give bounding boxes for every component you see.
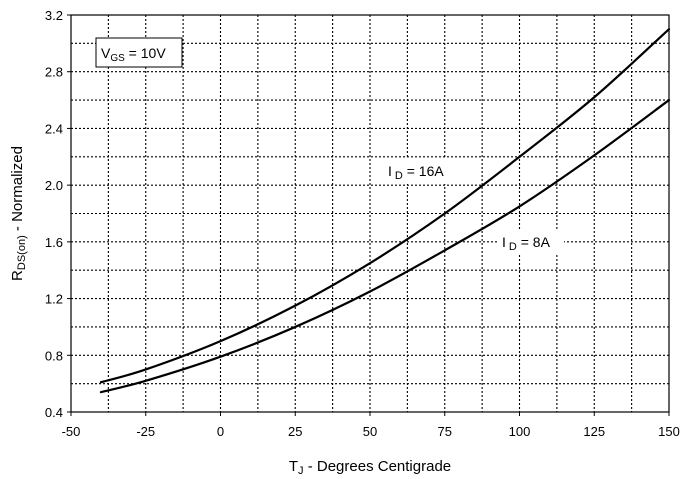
x-tick-label: -25 [136,424,155,439]
y-tick-label: 2.0 [45,178,63,193]
x-tick-label: 0 [217,424,224,439]
x-tick-label: 50 [363,424,377,439]
series-line-8a [99,98,671,394]
condition-label-box: VGS = 10V [95,37,183,68]
condition-label-sub: GS [110,53,125,64]
x-tick-label: 25 [288,424,302,439]
x-tick-label: 75 [438,424,452,439]
y-tick-label: 2.8 [45,65,63,80]
series-label-16a-main: I [388,163,392,179]
x-axis-title-sub: J [298,465,304,477]
y-tick-label: 1.6 [45,235,63,250]
series-label-16a-rest: = 16A [403,163,445,179]
series-label-16a-background [383,158,461,184]
series-label-8a-main: I [502,234,506,250]
x-tick-label: 100 [509,424,531,439]
condition-label-main: V [101,45,111,61]
y-axis-title-sub: DS(on) [16,235,28,270]
x-tick-label: -50 [62,424,81,439]
series-label-8a-rest: = 8A [517,234,551,250]
y-tick-label: 0.8 [45,348,63,363]
y-tick-label: 0.4 [45,405,63,420]
x-tick-label: 150 [658,424,680,439]
y-axis-title-rest: - Normalized [9,146,26,235]
x-axis-title: TJ - Degrees Centigrade [289,458,451,477]
condition-label-border [95,37,183,68]
grid-lines [71,15,669,412]
series-label-16a-sub: D [395,170,403,182]
x-tick-label: 125 [583,424,605,439]
series-label-8a-background [498,229,564,255]
series-lines [99,28,671,394]
y-tick-label: 1.2 [45,292,63,307]
axis-ticks: -50 -25 0 25 50 75 100 125 150 0.4 0.8 1.2 1.6 2.0 2.4… [45,8,680,439]
condition-label: VGS = 10V [101,45,166,64]
x-axis-title-main: T [289,458,298,475]
y-axis-title-main: R [9,270,26,281]
series-line-16a [99,28,671,384]
series-label-8a-sub: D [509,241,517,253]
condition-label-rest: = 10V [125,45,167,61]
y-tick-label: 3.2 [45,8,63,23]
y-axis-title: RDS(on) - Normalized [9,146,28,281]
x-axis-title-rest: - Degrees Centigrade [304,458,452,475]
y-tick-label: 2.4 [45,121,63,136]
